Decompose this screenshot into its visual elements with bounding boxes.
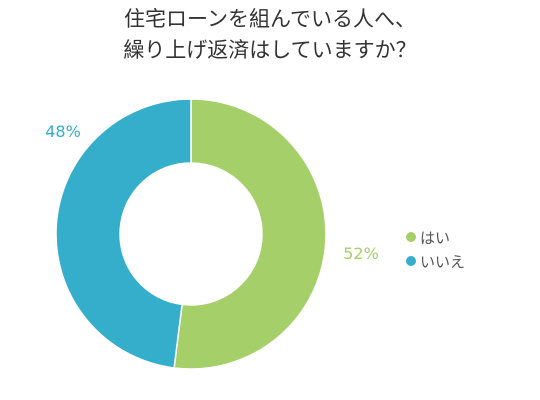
chart-legend: はい いいえ: [406, 225, 465, 273]
data-label-hai: 52%: [343, 244, 379, 263]
legend-item-iie[interactable]: いいえ: [406, 249, 465, 273]
legend-label-hai: はい: [420, 228, 451, 247]
chart-title: 住宅ローンを組んでいる人へ、 繰り上げ返済はしていますか？: [0, 4, 540, 66]
legend-label-iie: いいえ: [420, 252, 466, 271]
slice-hai[interactable]: [173, 98, 327, 370]
chart-title-line-2: 繰り上げ返済はしていますか？: [123, 38, 417, 62]
legend-swatch-iie: [406, 256, 416, 266]
legend-swatch-hai: [406, 232, 416, 242]
chart-title-line-1: 住宅ローンを組んでいる人へ、: [124, 7, 416, 31]
legend-item-hai[interactable]: はい: [406, 225, 465, 249]
data-label-iie: 48%: [45, 122, 81, 141]
slice-iie[interactable]: [55, 98, 192, 369]
